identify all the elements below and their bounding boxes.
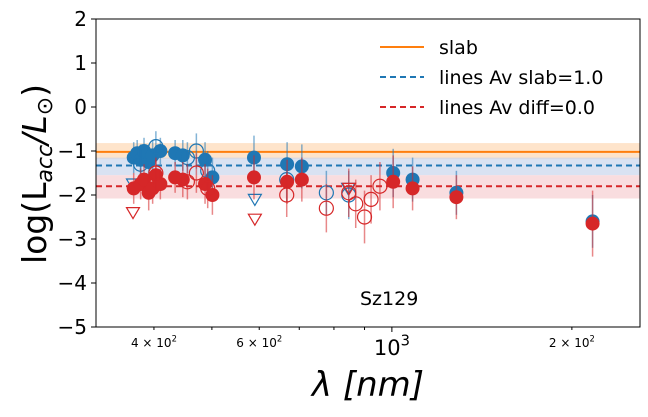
x-minor-label-1-exp: 2 bbox=[277, 334, 282, 344]
y-axis-ticks: −5 −4 −3 −2 −1 0 1 2 bbox=[58, 7, 96, 339]
point-s1-open-5 bbox=[318, 200, 334, 216]
point-s1-filled-11 bbox=[246, 170, 261, 185]
annotation-label: Sz129 bbox=[360, 288, 418, 310]
x-minor-label-1-base: 6 × 10 bbox=[236, 336, 277, 350]
point-s1-filled-16 bbox=[449, 190, 464, 205]
point-s1-filled-8 bbox=[175, 172, 190, 187]
x-minor-label-2-base: 2 × 10 bbox=[549, 336, 590, 350]
point-s0-open-1 bbox=[148, 139, 164, 155]
point-s1-filled-15 bbox=[405, 181, 420, 196]
point-s1-filled-14 bbox=[386, 174, 401, 189]
point-s1-filled-17 bbox=[585, 216, 600, 231]
point-s0-filled-8 bbox=[175, 148, 190, 163]
point-s1-open-0 bbox=[148, 165, 164, 181]
point-s1-open-1 bbox=[179, 174, 195, 190]
x-minor-label-0-exp: 2 bbox=[172, 334, 177, 344]
y-tick-label-7: 2 bbox=[74, 7, 87, 31]
legend-label-lines-av-slab: lines Av slab=1.0 bbox=[439, 67, 603, 89]
y-axis-label-tail: /L bbox=[15, 115, 54, 148]
plot-frame bbox=[95, 18, 641, 328]
legend-label-lines-av-diff: lines Av diff=0.0 bbox=[439, 97, 595, 119]
legend: slab lines Av slab=1.0 lines Av diff=0.0 bbox=[380, 37, 603, 119]
point-s1-open-7 bbox=[348, 196, 364, 212]
y-tick-label-6: 1 bbox=[74, 51, 87, 75]
point-s1-open-2 bbox=[188, 165, 204, 181]
x-major-label-0-exp: 3 bbox=[401, 333, 410, 350]
point-s1-open-9 bbox=[363, 191, 379, 207]
x-minor-label-2: 2 × 102 bbox=[549, 334, 595, 350]
upper-limit-s1-0 bbox=[125, 207, 141, 220]
y-axis-label-sub: acc bbox=[33, 145, 58, 183]
x-axis-label: λ [nm] bbox=[310, 365, 424, 405]
legend-label-slab: slab bbox=[439, 37, 478, 59]
y-axis-label-main: log(L bbox=[15, 182, 54, 264]
y-axis-label-close: ) bbox=[15, 84, 54, 97]
x-minor-label-2-exp: 2 bbox=[589, 334, 594, 344]
y-tick-label-1: −4 bbox=[58, 271, 87, 295]
y-tick-label-4: −1 bbox=[58, 139, 87, 163]
x-major-label-0-base: 10 bbox=[374, 336, 401, 360]
y-axis-label-sun: ⊙ bbox=[33, 97, 58, 115]
upper-limit-s0-1 bbox=[247, 193, 263, 207]
y-tick-label-3: −2 bbox=[58, 183, 87, 207]
x-major-label-0: 103 bbox=[374, 333, 410, 360]
y-axis-label: log(Lacc/L⊙) bbox=[15, 84, 58, 264]
y-tick-label-5: 0 bbox=[74, 95, 87, 119]
point-s1-open-10 bbox=[372, 178, 388, 194]
y-tick-label-2: −3 bbox=[58, 227, 87, 251]
point-s1-open-4 bbox=[279, 187, 295, 203]
x-minor-label-0-base: 4 × 10 bbox=[131, 336, 172, 350]
point-s0-filled-6 bbox=[153, 144, 168, 158]
point-s1-filled-13 bbox=[294, 172, 309, 187]
point-s1-filled-2 bbox=[137, 172, 152, 187]
x-minor-label-0: 4 × 102 bbox=[131, 334, 177, 350]
upper-limit-s1-2 bbox=[341, 182, 357, 196]
data-points bbox=[125, 131, 600, 257]
point-s1-open-3 bbox=[200, 180, 216, 196]
upper-limit-s1-1 bbox=[247, 213, 263, 227]
x-minor-label-1: 6 × 102 bbox=[236, 334, 282, 350]
point-s1-filled-9 bbox=[198, 177, 213, 191]
y-tick-label-0: −5 bbox=[58, 315, 87, 339]
point-s1-filled-10 bbox=[205, 188, 220, 202]
